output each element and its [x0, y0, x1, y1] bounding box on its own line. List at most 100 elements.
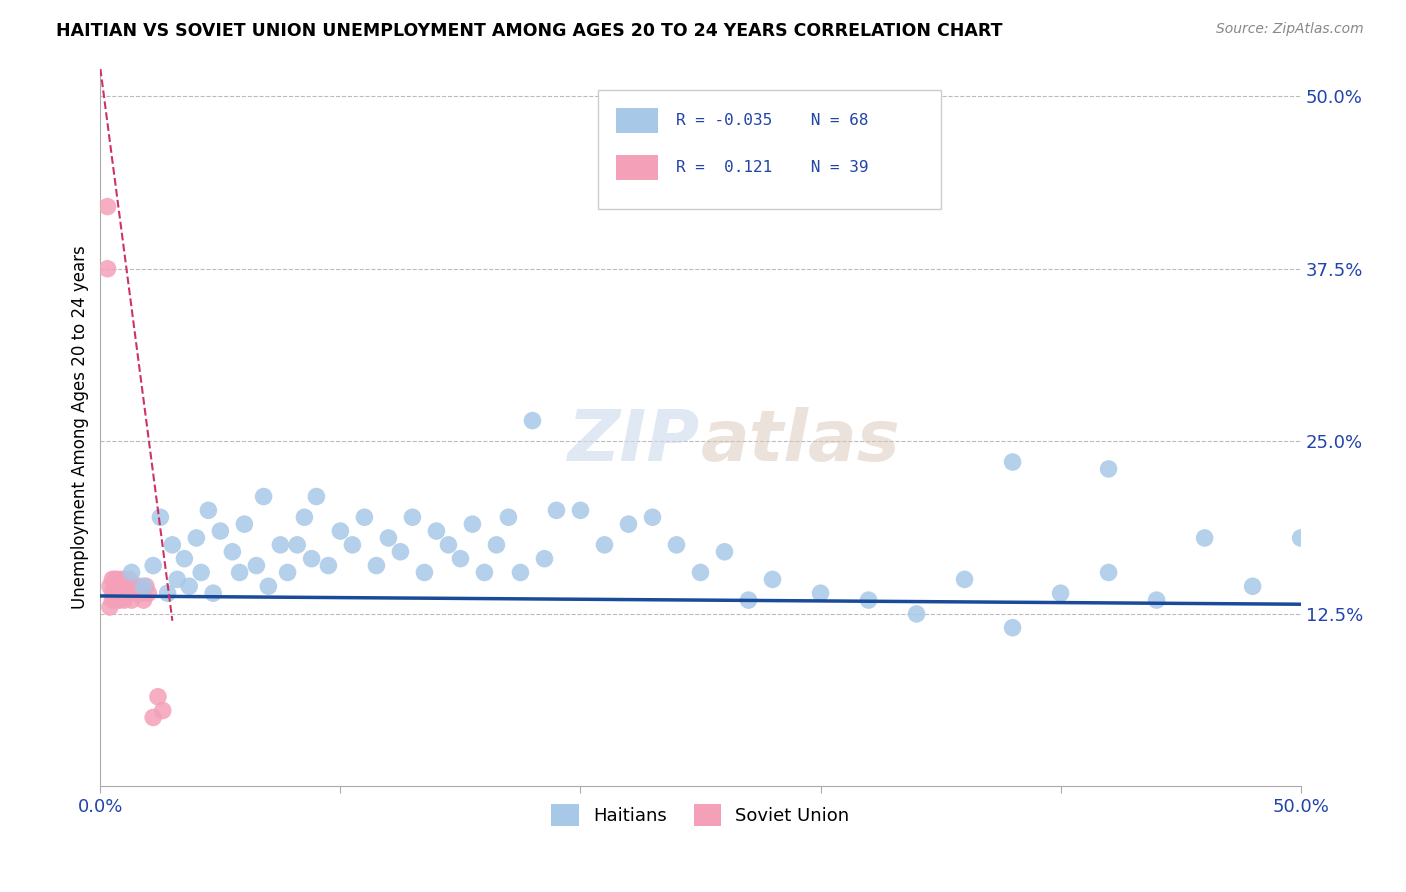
Point [162, 538, 184, 552]
Point [245, 558, 267, 573]
Point [128, 579, 150, 593]
Point [111, 586, 134, 600]
Point [118, 573, 141, 587]
Point [101, 586, 124, 600]
Point [98, 599, 121, 614]
Point [121, 579, 143, 593]
Point [115, 586, 138, 600]
Point [413, 566, 436, 580]
Point [305, 490, 328, 504]
Point [546, 503, 568, 517]
Point [761, 573, 783, 587]
Point [389, 545, 412, 559]
Point [135, 579, 157, 593]
Point [112, 579, 135, 593]
Text: HAITIAN VS SOVIET UNION UNEMPLOYMENT AMONG AGES 20 TO 24 YEARS CORRELATION CHART: HAITIAN VS SOVIET UNION UNEMPLOYMENT AMO… [56, 22, 1002, 40]
Point [377, 531, 399, 545]
Point [221, 545, 243, 559]
Point [1146, 593, 1168, 607]
Point [228, 566, 250, 580]
Point [108, 586, 131, 600]
Point [617, 517, 640, 532]
Text: atlas: atlas [700, 408, 900, 476]
Point [449, 551, 471, 566]
Point [149, 510, 172, 524]
Point [318, 558, 340, 573]
Point [1049, 586, 1071, 600]
Point [269, 538, 291, 552]
Point [1194, 531, 1216, 545]
Point [111, 573, 134, 587]
Point [461, 517, 484, 532]
Point [96, 200, 118, 214]
Point [810, 586, 832, 600]
Point [105, 573, 128, 587]
Point [122, 579, 145, 593]
Point [485, 538, 508, 552]
Point [146, 690, 169, 704]
Point [1241, 579, 1264, 593]
Point [156, 586, 179, 600]
Point [593, 538, 616, 552]
Point [112, 593, 135, 607]
Point [173, 551, 195, 566]
Text: ZIP: ZIP [568, 408, 700, 476]
Point [277, 566, 299, 580]
Point [342, 538, 364, 552]
Point [142, 710, 165, 724]
Point [953, 573, 976, 587]
Point [190, 566, 212, 580]
Point [98, 579, 121, 593]
Point [329, 524, 352, 538]
Point [437, 538, 460, 552]
Point [96, 261, 118, 276]
Point [713, 545, 735, 559]
Point [252, 490, 274, 504]
Point [233, 517, 256, 532]
Point [104, 586, 127, 600]
Point [425, 524, 447, 538]
FancyBboxPatch shape [599, 90, 941, 209]
Point [366, 558, 388, 573]
Point [166, 573, 188, 587]
Text: Source: ZipAtlas.com: Source: ZipAtlas.com [1216, 22, 1364, 37]
Point [111, 579, 134, 593]
Point [125, 586, 148, 600]
Point [108, 579, 131, 593]
Point [905, 607, 928, 621]
Point [498, 510, 520, 524]
Point [129, 586, 152, 600]
Point [858, 593, 880, 607]
Point [285, 538, 308, 552]
Point [689, 566, 711, 580]
Point [1289, 531, 1312, 545]
Point [301, 551, 323, 566]
Point [105, 593, 128, 607]
Bar [616, 154, 658, 180]
Point [132, 579, 155, 593]
Point [1001, 621, 1024, 635]
Point [115, 579, 138, 593]
Point [197, 503, 219, 517]
Point [522, 414, 544, 428]
Bar [616, 108, 658, 133]
Point [257, 579, 280, 593]
Point [112, 586, 135, 600]
Point [509, 566, 531, 580]
Point [186, 531, 208, 545]
Point [641, 510, 664, 524]
Point [105, 579, 128, 593]
Point [202, 586, 225, 600]
Y-axis label: Unemployment Among Ages 20 to 24 years: Unemployment Among Ages 20 to 24 years [72, 245, 89, 609]
Point [1001, 455, 1024, 469]
Point [1097, 566, 1119, 580]
Point [108, 593, 131, 607]
Point [533, 551, 555, 566]
Point [142, 558, 165, 573]
Point [104, 573, 127, 587]
Point [209, 524, 232, 538]
Point [152, 704, 174, 718]
Point [353, 510, 375, 524]
Point [138, 586, 160, 600]
Point [118, 586, 141, 600]
